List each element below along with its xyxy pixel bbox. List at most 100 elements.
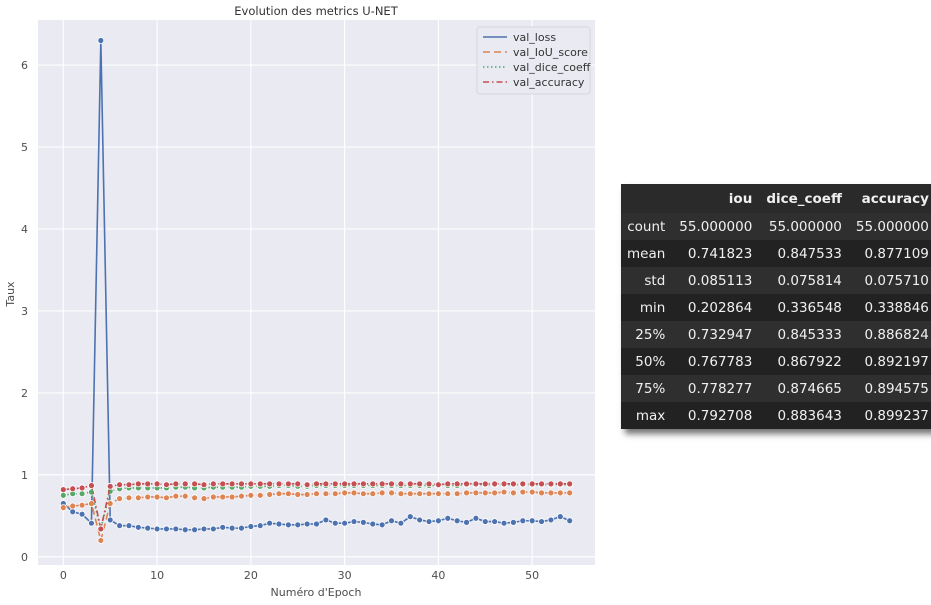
data-point xyxy=(144,493,152,501)
data-point xyxy=(547,489,555,497)
data-point xyxy=(510,480,517,488)
data-point xyxy=(425,518,433,525)
stats-cell: 0.792708 xyxy=(687,407,753,424)
data-point xyxy=(406,480,414,488)
data-point xyxy=(116,495,123,503)
x-tick-label: 40 xyxy=(431,569,445,582)
data-point xyxy=(294,480,302,488)
data-point xyxy=(256,480,264,488)
data-point xyxy=(238,480,245,488)
stats-cell: 0.894575 xyxy=(864,380,929,397)
stats-row: 50% 0.767783 0.867922 0.892197 xyxy=(621,348,931,375)
data-point xyxy=(378,480,386,488)
data-point xyxy=(388,517,395,525)
stats-cell: 0.886824 xyxy=(864,326,929,343)
data-point xyxy=(134,494,142,502)
data-point xyxy=(284,490,292,498)
data-point xyxy=(247,523,255,530)
data-point xyxy=(472,480,480,488)
stats-cell: 0.732947 xyxy=(687,326,753,343)
legend-label: val_IoU_score xyxy=(513,46,588,59)
data-point xyxy=(69,502,77,510)
data-point xyxy=(435,481,442,489)
data-point xyxy=(359,518,367,526)
x-axis-title: Numéro d'Epoch xyxy=(271,586,362,599)
data-point xyxy=(97,37,105,44)
data-point xyxy=(200,495,208,503)
data-point xyxy=(191,526,198,534)
stats-row-label: std xyxy=(644,272,666,289)
data-point xyxy=(303,520,311,528)
data-point xyxy=(284,521,292,529)
data-point xyxy=(78,490,86,498)
stats-column-header: accuracy xyxy=(849,184,931,213)
stats-cell: 0.874665 xyxy=(777,380,842,397)
tick-labels: 0 10 20 30 40 50 0 1 2 3 4 5 6 xyxy=(21,59,539,582)
data-point xyxy=(416,480,424,488)
y-tick-label: 0 xyxy=(21,551,28,564)
stats-cell: 0.202864 xyxy=(687,299,753,316)
data-point xyxy=(341,489,349,497)
data-point xyxy=(163,494,170,502)
data-point xyxy=(528,480,536,488)
data-point xyxy=(153,493,161,501)
data-point xyxy=(472,489,480,497)
data-point xyxy=(209,493,217,501)
data-point xyxy=(528,488,536,496)
data-point xyxy=(369,520,377,528)
data-point xyxy=(547,480,555,488)
data-point xyxy=(172,480,180,488)
data-point xyxy=(238,524,245,532)
stats-row: max 0.792708 0.883643 0.899237 xyxy=(621,402,931,429)
data-point xyxy=(59,504,67,512)
stats-row-label: min xyxy=(639,299,666,316)
data-point xyxy=(303,491,311,498)
data-point xyxy=(397,480,405,488)
data-point xyxy=(416,490,424,498)
data-point xyxy=(294,521,302,529)
data-point xyxy=(416,516,424,524)
data-point xyxy=(59,491,67,499)
data-point xyxy=(425,490,433,498)
data-point xyxy=(491,480,499,488)
data-point xyxy=(69,508,77,516)
stats-cell: 0.338846 xyxy=(864,299,929,316)
data-point xyxy=(397,490,405,498)
data-point xyxy=(519,488,527,496)
stats-row-label: 25% xyxy=(635,326,666,343)
data-point xyxy=(331,490,339,498)
data-point xyxy=(463,480,470,488)
data-point xyxy=(313,490,320,498)
data-point xyxy=(219,523,227,531)
data-point xyxy=(350,480,358,488)
data-point xyxy=(134,480,142,488)
data-point xyxy=(238,492,245,500)
data-point xyxy=(200,481,208,489)
stats-cell: 0.767783 xyxy=(687,353,753,370)
data-point xyxy=(528,517,536,525)
data-point xyxy=(303,481,311,489)
stats-row: std 0.085113 0.075814 0.075710 xyxy=(621,267,931,294)
data-point xyxy=(341,519,349,527)
data-point xyxy=(266,491,274,498)
stats-cell: 0.085113 xyxy=(687,272,753,289)
data-point xyxy=(209,480,217,488)
data-point xyxy=(359,490,367,498)
data-point xyxy=(453,517,461,525)
data-point xyxy=(106,516,114,524)
data-point xyxy=(294,491,302,498)
data-point xyxy=(331,480,339,488)
data-point xyxy=(397,519,405,527)
data-point xyxy=(219,480,227,488)
legend: val_loss val_IoU_score val_dice_coeff val_a… xyxy=(476,26,591,95)
data-point xyxy=(153,480,161,488)
series-lines xyxy=(59,37,574,544)
data-point xyxy=(566,489,574,497)
y-tick-label: 4 xyxy=(21,223,28,236)
stats-row: count 55.000000 55.000000 55.000000 xyxy=(621,213,931,240)
stats-cell: 0.847533 xyxy=(777,245,842,262)
data-point xyxy=(106,482,114,490)
data-point xyxy=(163,481,170,489)
data-point xyxy=(247,491,255,499)
data-point xyxy=(388,480,395,488)
